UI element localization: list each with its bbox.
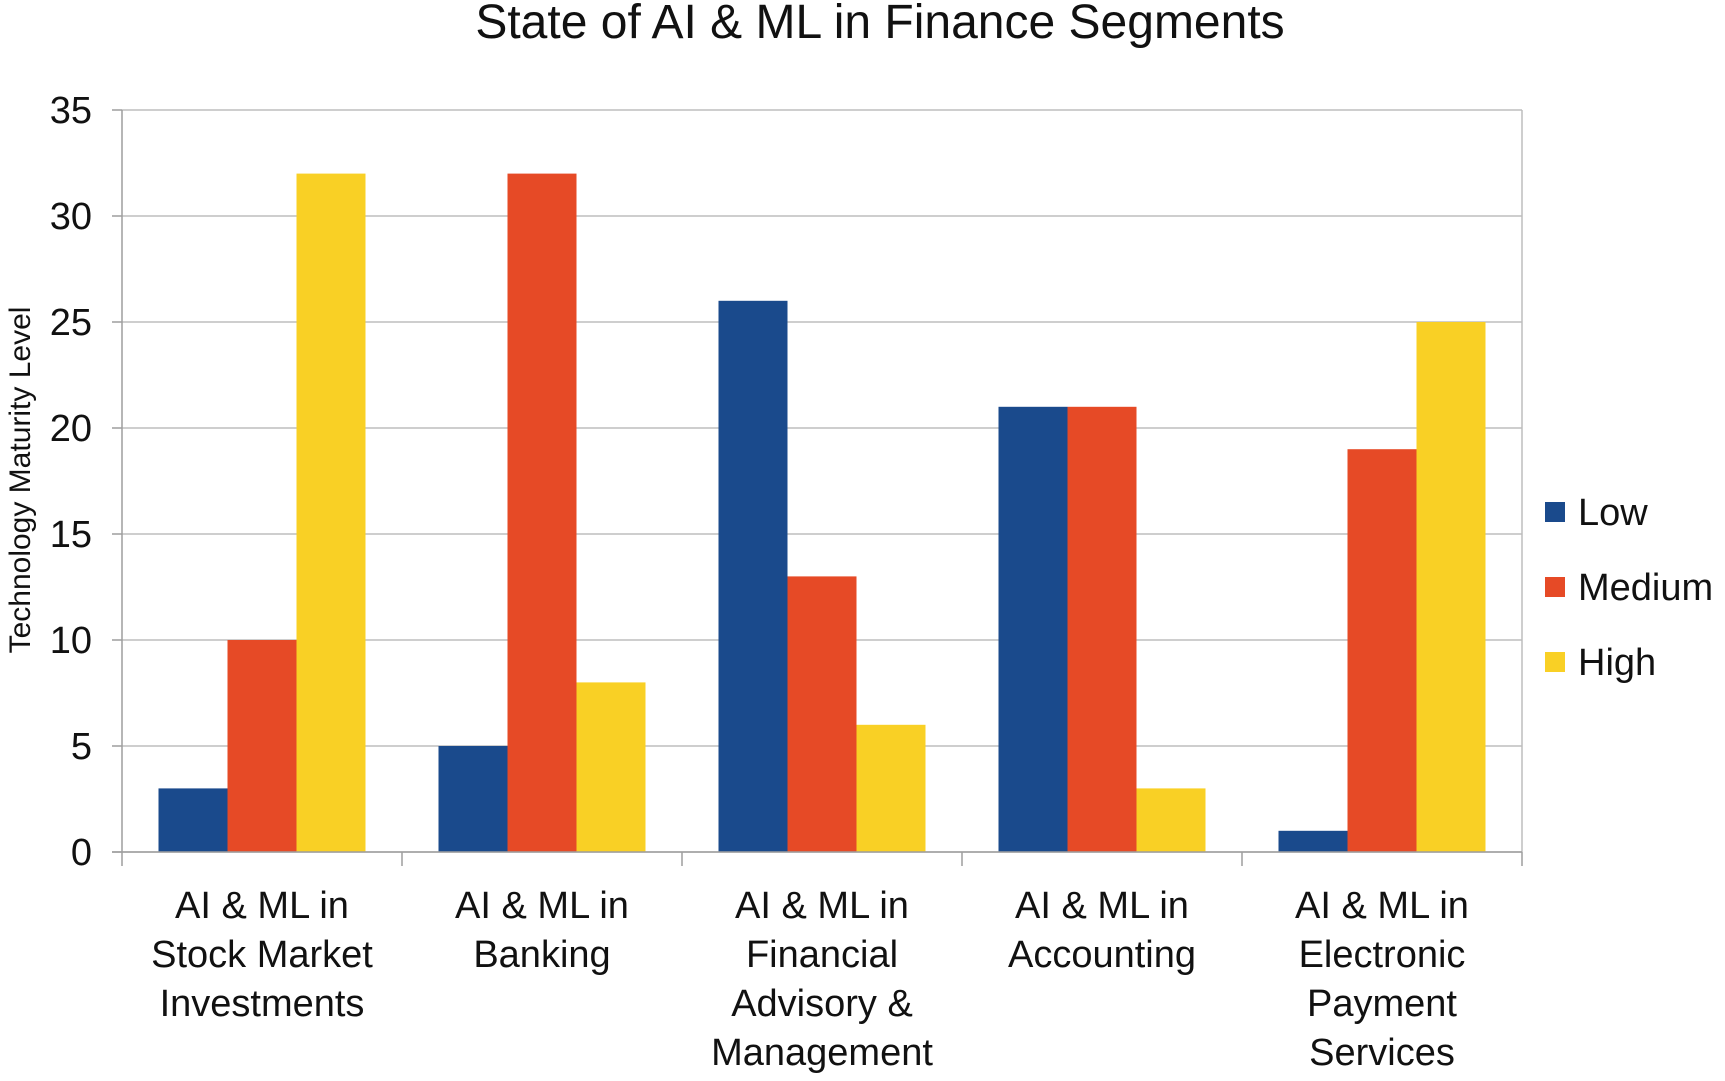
bar-medium (1067, 406, 1137, 852)
x-category-label: AI & ML in Stock Market Investments (151, 885, 373, 1025)
chart-title: State of AI & ML in Finance Segments (475, 0, 1284, 49)
y-tick-label: 20 (50, 408, 92, 450)
x-category-label-line: Payment (1307, 983, 1457, 1025)
x-category-label-line: AI & ML in (1295, 885, 1469, 927)
legend-label-high: High (1578, 642, 1656, 684)
x-category-label-line: Stock Market (151, 934, 373, 976)
bar-low (998, 406, 1068, 852)
x-category-label: AI & ML in Financial Advisory & Management (711, 885, 933, 1074)
x-category-label-line: Services (1309, 1032, 1455, 1074)
bar-high (1416, 322, 1486, 852)
bar-medium (787, 576, 857, 852)
x-category-label: AI & ML in Accounting (1008, 885, 1196, 976)
bar-medium (227, 640, 297, 852)
legend-label-medium: Medium (1578, 567, 1713, 609)
x-category-label: AI & ML in Electronic Payment Services (1295, 885, 1469, 1074)
x-category-label-line: Financial (746, 934, 898, 976)
bar-low (158, 788, 228, 852)
legend-label-low: Low (1578, 492, 1648, 534)
x-category-label-line: Management (711, 1032, 933, 1074)
bar-high (296, 173, 366, 853)
x-category-label-line: Electronic (1299, 934, 1466, 976)
legend-swatch-medium (1545, 577, 1565, 597)
bar-high (1136, 788, 1206, 852)
y-axis-title: Technology Maturity Level (4, 307, 37, 654)
y-tick-labels: 0 5 10 15 20 25 30 35 (50, 90, 92, 874)
bar-low (438, 746, 508, 852)
x-category-label-line: AI & ML in (1015, 885, 1189, 927)
bar-medium (1347, 449, 1417, 852)
y-tick-label: 15 (50, 514, 92, 556)
x-category-label-line: Banking (473, 934, 610, 976)
legend: Low Medium High (1545, 492, 1713, 684)
bar-high (576, 682, 646, 852)
legend-swatch-low (1545, 502, 1565, 522)
y-tick-label: 30 (50, 196, 92, 238)
bars (158, 173, 1486, 853)
y-tick-label: 5 (71, 726, 92, 768)
axes (112, 110, 1523, 866)
x-category-label-line: Investments (160, 983, 365, 1025)
x-category-label-line: AI & ML in (455, 885, 629, 927)
x-category-label-line: AI & ML in (175, 885, 349, 927)
bar-high (856, 724, 926, 852)
legend-swatch-high (1545, 652, 1565, 672)
y-tick-label: 25 (50, 302, 92, 344)
x-category-label: AI & ML in Banking (455, 885, 629, 976)
y-tick-label: 10 (50, 620, 92, 662)
y-tick-label: 35 (50, 90, 92, 132)
bar-medium (507, 173, 577, 853)
x-category-label-line: AI & ML in (735, 885, 909, 927)
x-category-label-line: Accounting (1008, 934, 1196, 976)
bar-low (718, 300, 788, 852)
x-category-label-line: Advisory & (731, 983, 913, 1025)
bar-low (1278, 830, 1348, 852)
y-tick-label: 0 (71, 832, 92, 874)
